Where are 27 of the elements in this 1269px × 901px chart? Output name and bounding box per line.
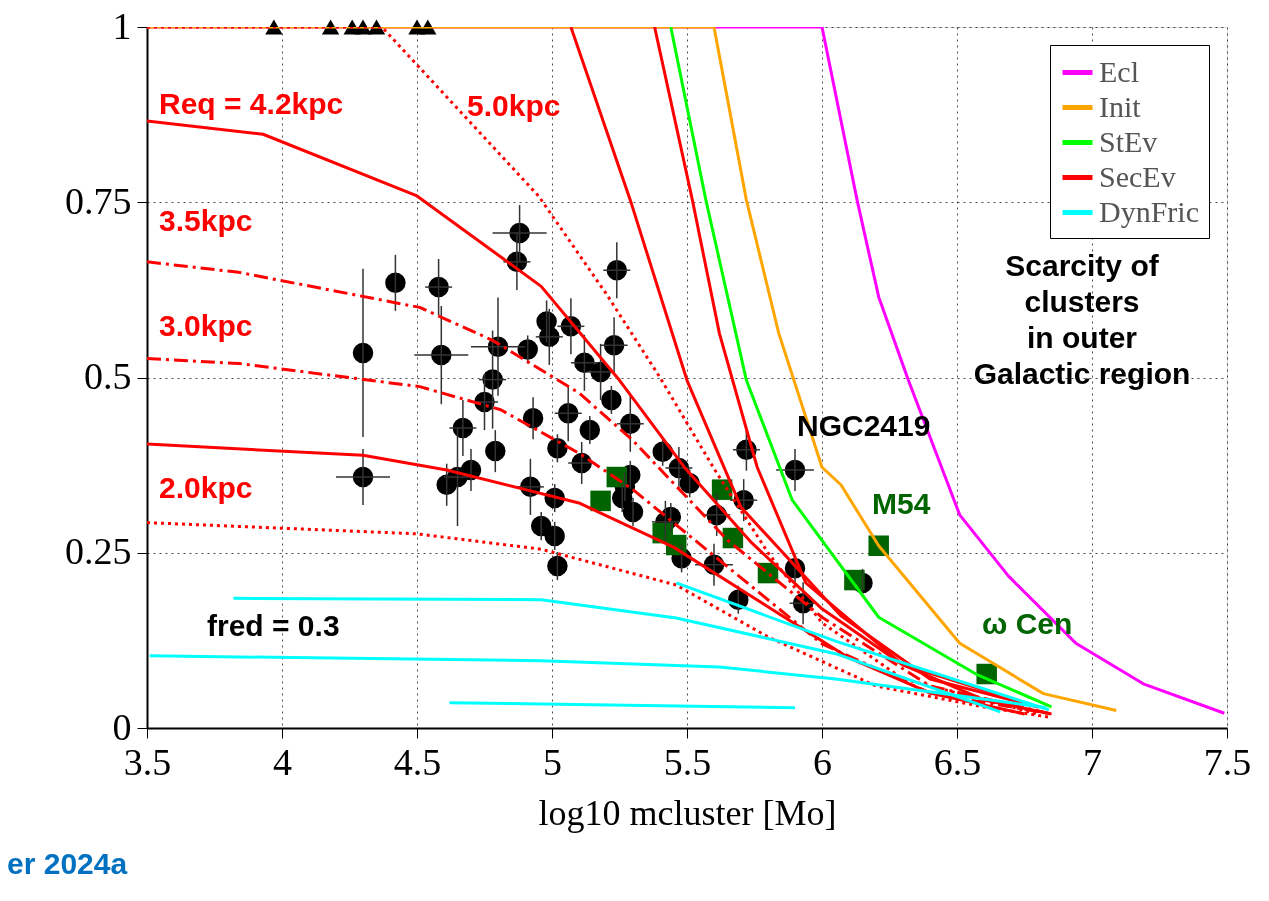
x-tick-label: 6.5 <box>933 740 982 783</box>
x-tick-label: 5 <box>543 740 562 783</box>
y-tick-label: 0.5 <box>84 355 132 397</box>
x-tick-label: 4.5 <box>393 740 442 783</box>
legend-label: SecEv <box>1099 159 1176 193</box>
annotation: 3.0kpc <box>159 309 253 342</box>
y-tick-label: 0.25 <box>65 530 132 573</box>
x-tick-label: 6 <box>813 740 832 783</box>
x-axis-title: log10 mcluster [Mo] <box>538 792 837 833</box>
y-tick-label: 0.75 <box>65 179 132 222</box>
annotation: fred = 0.3 <box>207 609 340 642</box>
text: er 2024a <box>7 847 128 880</box>
annotation: Scarcity of clusters in outer Galactic region <box>973 249 1191 390</box>
x-tick-label: 5.5 <box>663 740 712 783</box>
y-tick-label: 1 <box>112 4 132 47</box>
annotation: 3.5kpc <box>159 204 253 237</box>
annotation: M54 <box>872 487 931 520</box>
legend-label: StEv <box>1099 124 1158 158</box>
annotation: 2.0kpc <box>159 471 253 504</box>
annotation: Req = 4.2kpc <box>159 87 344 120</box>
annotation: 5.0kpc <box>467 89 561 122</box>
legend-label: Ecl <box>1099 54 1139 88</box>
x-tick-label: 7 <box>1083 740 1102 783</box>
legend-label: Init <box>1099 89 1142 123</box>
x-tick-label: 4 <box>273 740 292 783</box>
legend-label: DynFric <box>1099 194 1199 228</box>
x-tick-label: 7.5 <box>1203 740 1252 783</box>
